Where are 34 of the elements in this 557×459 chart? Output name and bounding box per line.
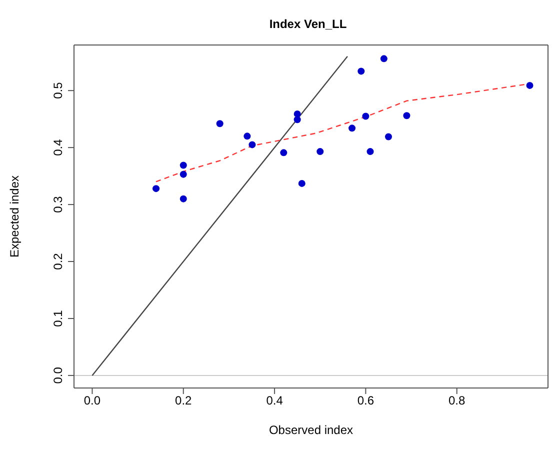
point: [348, 124, 356, 132]
x-tick-label: 0.2: [175, 394, 192, 408]
point: [380, 55, 388, 62]
point: [362, 112, 370, 120]
point: [384, 133, 392, 140]
chart-title: Index Ven_LL: [269, 17, 347, 31]
point: [298, 180, 306, 187]
x-tick-label: 0.4: [266, 394, 284, 408]
y-tick-label: 0.2: [51, 252, 65, 270]
point: [316, 148, 324, 156]
point: [152, 185, 160, 192]
point: [366, 148, 374, 156]
x-tick-label: 0.0: [84, 394, 101, 408]
y-tick-label: 0.5: [51, 82, 65, 99]
point: [280, 149, 288, 156]
y-tick-label: 0.4: [51, 138, 65, 156]
point: [244, 132, 251, 140]
point: [180, 195, 187, 202]
point: [180, 162, 187, 169]
point: [358, 68, 365, 75]
x-tick-label: 0.8: [448, 394, 466, 408]
point: [526, 82, 534, 89]
point: [248, 141, 256, 148]
point: [216, 120, 224, 128]
point: [403, 112, 410, 120]
y-axis-title: Expected index: [7, 175, 22, 258]
point: [294, 110, 301, 118]
point: [180, 170, 187, 178]
x-tick-label: 0.6: [357, 394, 374, 408]
point: [294, 116, 301, 124]
y-tick-label: 0.1: [51, 310, 65, 327]
y-tick-label: 0.0: [51, 366, 65, 384]
x-axis-title: Observed index: [268, 423, 354, 437]
y-tick-label: 0.3: [51, 196, 65, 213]
